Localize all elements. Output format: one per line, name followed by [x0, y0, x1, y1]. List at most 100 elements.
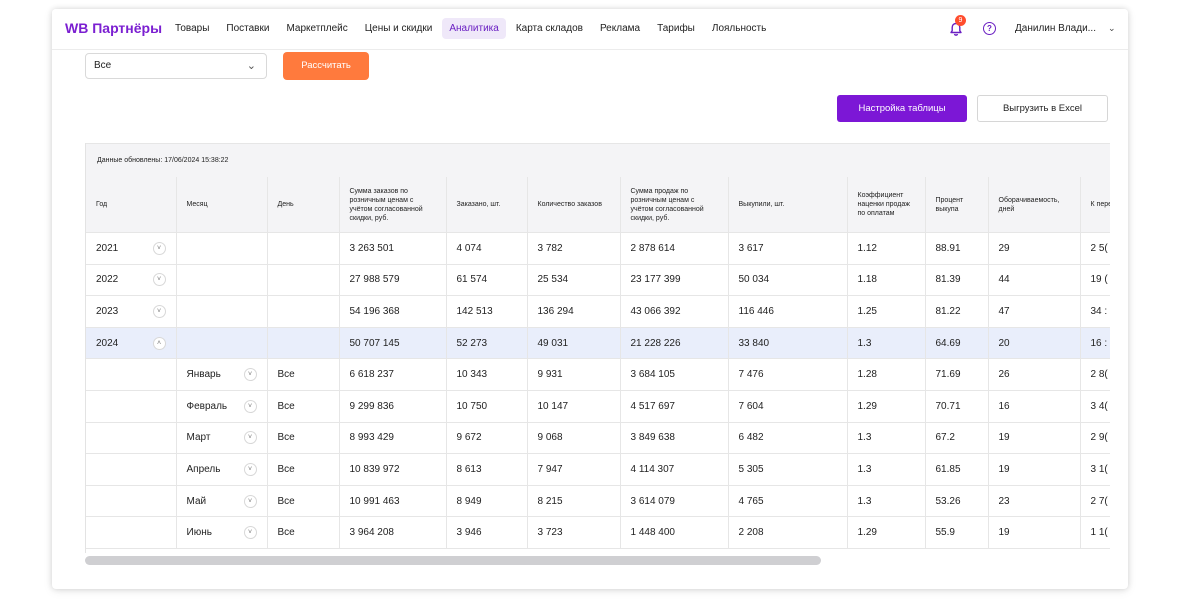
nav-item-5[interactable]: Аналитика — [442, 18, 506, 39]
chevron-down-icon[interactable]: ˅ — [243, 368, 257, 382]
column-header[interactable]: Сумма заказов по розничным ценам с учёто… — [339, 177, 447, 233]
horizontal-scrollbar[interactable] — [85, 556, 821, 565]
table-cell: 3 614 079 — [620, 485, 729, 518]
year-cell: 2021 ˅ — [86, 232, 177, 265]
nav-item-2[interactable]: Поставки — [226, 23, 270, 34]
nav-item-6[interactable]: Карта складов — [515, 23, 583, 34]
column-header[interactable]: Оборачиваемость, дней — [988, 177, 1081, 233]
table-cell: 44 — [988, 264, 1081, 297]
year-cell — [86, 390, 177, 423]
chevron-down-icon[interactable]: ˅ — [243, 399, 257, 413]
table-cell: 116 446 — [728, 295, 848, 328]
table-row[interactable]: Март ˅ Все 8 993 429 9 672 9 068 3 849 638 6 48… — [86, 422, 1110, 455]
chevron-down-icon[interactable]: ˅ — [152, 304, 166, 318]
table-cell: 9 068 — [527, 422, 621, 455]
updated-timestamp: Данные обновлены: 17/06/2024 15:38:22 — [97, 157, 229, 164]
nav-item-9[interactable]: Лояльность — [711, 23, 767, 34]
table-row[interactable]: Апрель ˅ Все 10 839 972 8 613 7 947 4 114 307 5… — [86, 453, 1110, 486]
table-cell: 1.3 — [847, 453, 926, 486]
table-row[interactable]: 2022 ˅ 27 988 579 61 574 25 534 23 177 399 50 … — [86, 264, 1110, 297]
year-cell — [86, 516, 177, 549]
chevron-down-icon[interactable]: ⌄ — [1108, 23, 1116, 33]
notification-badge: 9 — [955, 15, 966, 26]
table-cell: 1.3 — [847, 422, 926, 455]
table-cell: 43 066 392 — [620, 295, 729, 328]
year-cell: 2022 ˅ — [86, 264, 177, 297]
table-cell: 34 : — [1080, 295, 1110, 328]
month-label: Январь — [186, 369, 221, 381]
column-header[interactable]: Количество заказов — [527, 177, 621, 233]
column-header[interactable]: Месяц — [176, 177, 268, 233]
export-excel-button[interactable]: Выгрузить в Excel — [977, 95, 1108, 122]
day-cell: Все — [267, 485, 340, 518]
day-cell — [267, 232, 340, 265]
nav-item-4[interactable]: Цены и скидки — [364, 23, 433, 34]
table-cell: 1 448 400 — [620, 516, 729, 549]
table-cell: 6 618 237 — [339, 358, 447, 391]
table-cell: 71.69 — [925, 358, 989, 391]
table-row[interactable]: Май ˅ Все 10 991 463 8 949 8 215 3 614 079 4 76… — [86, 485, 1110, 518]
day-cell — [267, 327, 340, 360]
day-cell: Все — [267, 516, 340, 549]
nav-item-8[interactable]: Тарифы — [657, 23, 695, 34]
month-cell — [176, 264, 268, 297]
table-cell: 3 849 638 — [620, 422, 729, 455]
table-row[interactable]: 2023 ˅ 54 196 368 142 513 136 294 43 066 392 1… — [86, 295, 1110, 328]
table-cell: 23 177 399 — [620, 264, 729, 297]
column-header[interactable]: День — [267, 177, 340, 233]
column-header[interactable]: Заказано, шт. — [446, 177, 528, 233]
year-cell — [86, 422, 177, 455]
brand-logo[interactable]: WB Партнёры — [65, 20, 163, 36]
column-header[interactable]: Коэффициент наценки продаж по оплатам — [847, 177, 926, 233]
year-cell: 2023 ˅ — [86, 295, 177, 328]
table-cell: 16 : — [1080, 327, 1110, 360]
table-cell: 26 — [988, 358, 1081, 391]
table-row[interactable]: Июнь ˅ Все 3 964 208 3 946 3 723 1 448 400 2 20… — [86, 516, 1110, 549]
table-row[interactable]: 2024 ˄ 50 707 145 52 273 49 031 21 228 226 33 … — [86, 327, 1110, 360]
month-label: Февраль — [186, 400, 228, 412]
table-cell: 88.91 — [925, 232, 989, 265]
nav-item-3[interactable]: Маркетплейс — [286, 23, 348, 34]
table-cell: 2 8( — [1080, 358, 1110, 391]
month-cell — [176, 232, 268, 265]
table-cell: 19 — [988, 422, 1081, 455]
table-cell: 9 299 836 — [339, 390, 447, 423]
table-cell: 8 993 429 — [339, 422, 447, 455]
chevron-up-icon[interactable]: ˄ — [152, 336, 166, 350]
chevron-down-icon: ⌄ — [246, 60, 256, 72]
filter-select[interactable]: Все ⌄ — [85, 53, 267, 79]
table-cell: 142 513 — [446, 295, 528, 328]
app-window: WB Партнёры Товары Поставки Маркетплейс Цен… — [52, 9, 1128, 589]
data-table: Год Месяц День Сумма заказов по розничным ц… — [86, 177, 1110, 549]
table-cell: 3 617 — [728, 232, 848, 265]
table-row[interactable]: 2021 ˅ 3 263 501 4 074 3 782 2 878 614 3 617 1.… — [86, 232, 1110, 265]
top-navigation: WB Партнёры Товары Поставки Маркетплейс Цен… — [52, 9, 1128, 50]
nav-item-7[interactable]: Реклама — [599, 23, 641, 34]
help-icon[interactable]: ? — [983, 22, 996, 35]
nav-item-1[interactable]: Товары — [175, 23, 210, 34]
user-name[interactable]: Данилин Влади... — [1015, 23, 1096, 34]
chevron-down-icon[interactable]: ˅ — [243, 494, 257, 508]
column-header[interactable]: К пере за то — [1080, 177, 1110, 233]
table-cell: 1 1( — [1080, 516, 1110, 549]
table-header-row: Год Месяц День Сумма заказов по розничным ц… — [86, 177, 1110, 233]
column-header[interactable]: Выкупили, шт. — [728, 177, 848, 233]
chevron-down-icon[interactable]: ˅ — [152, 273, 166, 287]
column-header[interactable]: Год — [86, 177, 177, 233]
table-row[interactable]: Февраль ˅ Все 9 299 836 10 750 10 147 4 517 69… — [86, 390, 1110, 423]
chevron-down-icon[interactable]: ˅ — [243, 462, 257, 476]
table-cell: 2 7( — [1080, 485, 1110, 518]
chevron-down-icon[interactable]: ˅ — [243, 526, 257, 540]
calculate-button[interactable]: Рассчитать — [283, 52, 369, 80]
column-header[interactable]: Процент выкупа — [925, 177, 989, 233]
chevron-down-icon[interactable]: ˅ — [243, 431, 257, 445]
table-row[interactable]: Январь ˅ Все 6 618 237 10 343 9 931 3 684 105 7… — [86, 358, 1110, 391]
day-cell — [267, 295, 340, 328]
month-cell — [176, 327, 268, 360]
table-cell: 10 839 972 — [339, 453, 447, 486]
table-cell: 9 672 — [446, 422, 528, 455]
chevron-down-icon[interactable]: ˅ — [152, 241, 166, 255]
table-cell: 1.25 — [847, 295, 926, 328]
column-header[interactable]: Сумма продаж по розничным ценам с учётом… — [620, 177, 729, 233]
table-settings-button[interactable]: Настройка таблицы — [837, 95, 967, 122]
